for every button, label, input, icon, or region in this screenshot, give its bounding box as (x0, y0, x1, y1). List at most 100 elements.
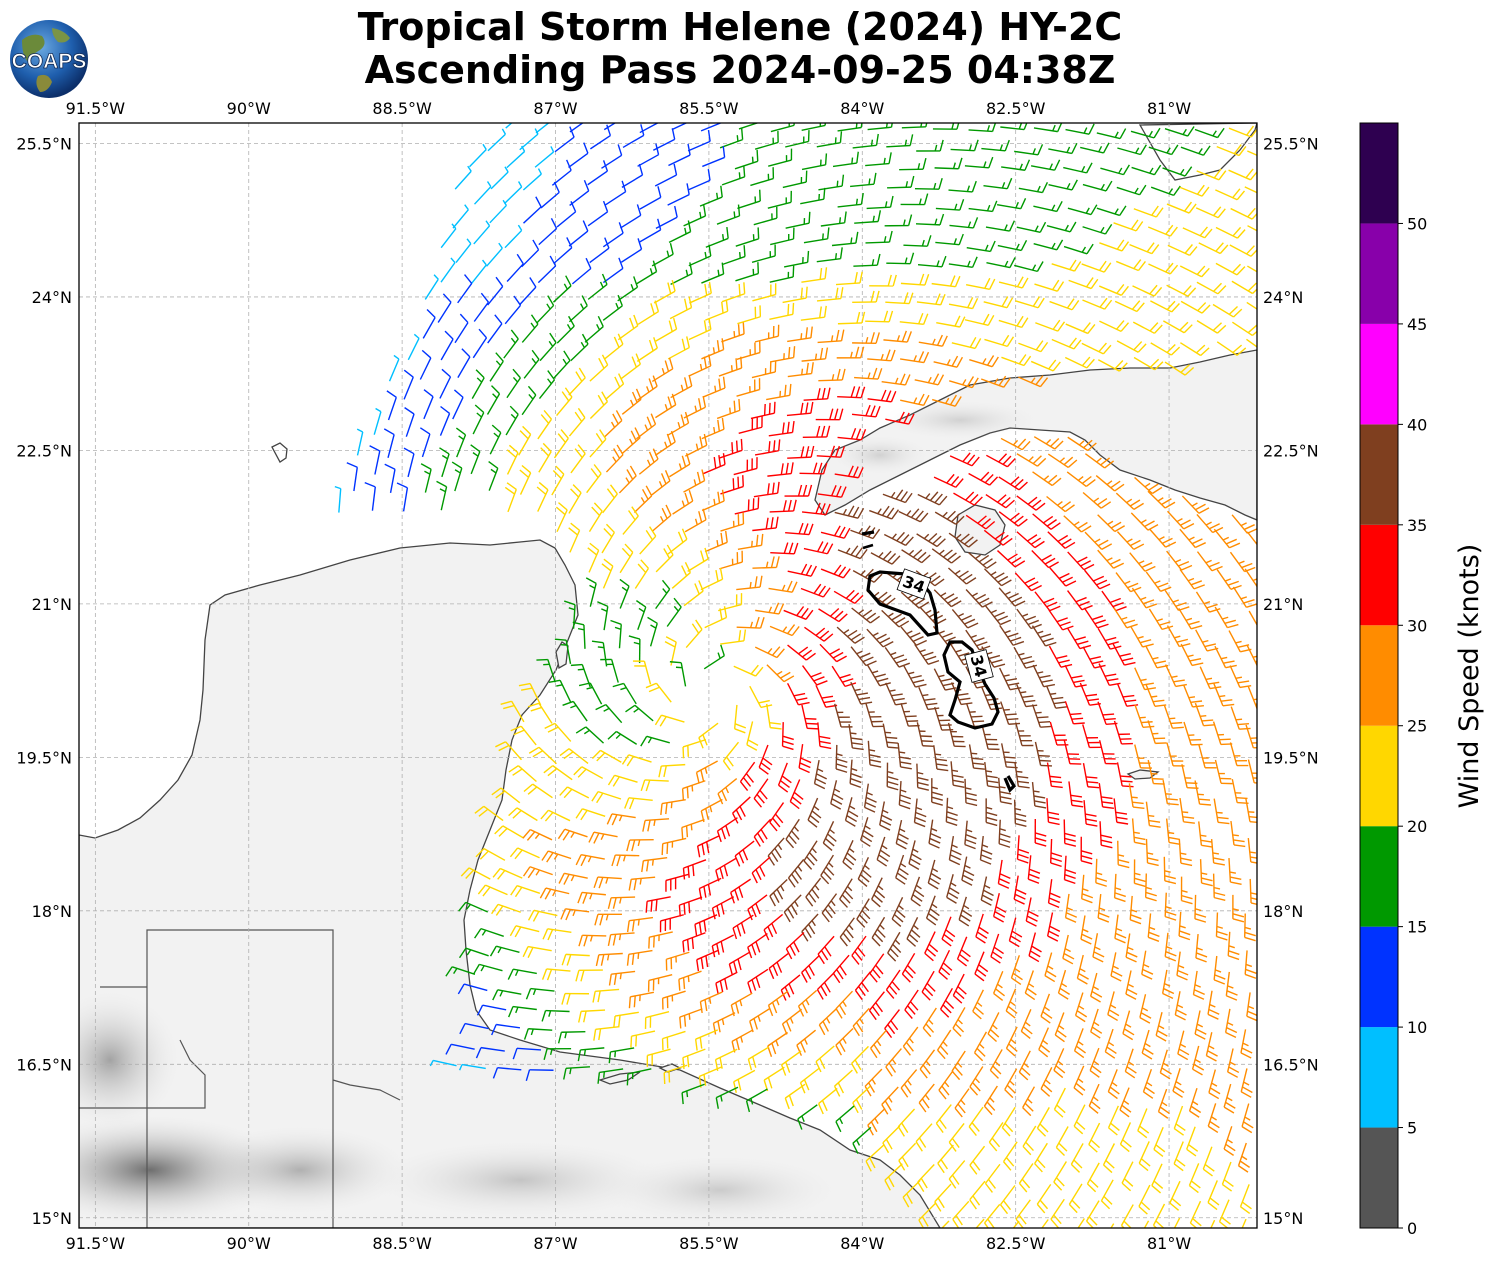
wind-barb (999, 624, 1025, 646)
barb-shaft (373, 411, 382, 435)
barb-feather (1046, 601, 1058, 608)
barb-shaft (1232, 586, 1247, 608)
barb-feather (770, 556, 775, 568)
barb-feather (773, 440, 776, 452)
wind-barb (1031, 625, 1057, 647)
barb-shaft (931, 548, 952, 564)
barb-feather (593, 464, 602, 474)
barb-half-feather (855, 198, 859, 205)
barb-half-feather (868, 749, 876, 752)
barb-feather (1083, 439, 1093, 449)
barb-feather (924, 698, 936, 701)
wind-barb (625, 704, 654, 722)
barb-feather (1016, 315, 1024, 327)
wind-barb (451, 461, 463, 492)
wind-barb (457, 274, 473, 304)
barb-feather (917, 312, 924, 325)
wind-barb (769, 302, 795, 321)
barb-feather (577, 768, 587, 778)
barb-feather (755, 666, 764, 677)
barb-feather (819, 306, 822, 318)
wind-barb (818, 174, 845, 191)
barb-feather (880, 389, 887, 401)
wind-barb (854, 210, 882, 224)
wind-barb (835, 271, 863, 286)
barb-feather (899, 804, 911, 810)
wind-barb (768, 421, 795, 437)
barb-feather (1247, 528, 1257, 534)
barb-half-feather (690, 824, 693, 831)
barb-half-feather (925, 609, 932, 614)
barb-feather (1085, 277, 1094, 288)
barb-shaft (1150, 186, 1174, 197)
barb-feather (1154, 660, 1167, 665)
barb-feather (874, 673, 886, 678)
barb-feather (877, 210, 882, 222)
wind-barb (783, 606, 814, 620)
barb-feather (1018, 354, 1027, 365)
barb-shaft (722, 741, 740, 762)
barb-shaft (1147, 759, 1155, 784)
barb-half-feather (854, 688, 861, 692)
wind-barb (536, 658, 556, 683)
barb-feather (475, 369, 485, 379)
barb-shaft (1014, 300, 1039, 309)
wind-barb (720, 512, 745, 532)
wind-barb (1048, 142, 1078, 155)
barb-feather (1060, 501, 1072, 509)
wind-barb (899, 312, 929, 326)
barb-feather (1212, 206, 1222, 217)
barb-shaft (614, 774, 638, 783)
wind-barb (720, 629, 747, 645)
barb-feather (703, 356, 707, 369)
barb-half-feather (955, 533, 962, 539)
wind-barb (867, 123, 893, 131)
wind-barb (837, 192, 864, 208)
barb-half-feather (1212, 852, 1220, 855)
wind-barb (787, 445, 815, 459)
wind-barb (886, 762, 899, 791)
barb-feather (792, 346, 796, 358)
barb-shaft (473, 301, 490, 322)
wind-barb (650, 470, 671, 497)
barb-feather (1217, 324, 1227, 334)
barb-shaft (699, 196, 723, 207)
barb-feather (1036, 457, 1047, 467)
wind-barb (527, 702, 553, 724)
barb-feather (1077, 521, 1088, 530)
barb-shaft (770, 238, 794, 246)
barb-feather (577, 407, 586, 419)
barb-feather (1057, 321, 1066, 332)
barb-feather (1104, 673, 1117, 677)
barb-shaft (770, 124, 795, 133)
wind-barb (885, 411, 915, 425)
barb-feather (648, 526, 657, 537)
barb-half-feather (834, 253, 838, 260)
wind-barb (369, 445, 381, 475)
barb-feather (547, 726, 559, 733)
barb-shaft (1214, 606, 1228, 628)
wind-barb (1046, 495, 1075, 513)
barb-feather (704, 283, 708, 296)
barb-half-feather (985, 770, 993, 773)
barb-shaft (1051, 338, 1075, 350)
barb-feather (1247, 282, 1257, 292)
wind-barb (1001, 159, 1031, 171)
barb-feather (687, 143, 691, 156)
barb-shaft (767, 472, 792, 477)
barb-shaft (618, 624, 622, 649)
wind-barb (933, 355, 964, 368)
barb-feather (962, 573, 973, 582)
barb-feather (959, 697, 971, 701)
barb-half-feather (721, 234, 725, 241)
barb-half-feather (1188, 536, 1195, 541)
barb-feather (720, 185, 723, 198)
barb-feather (733, 400, 736, 413)
barb-shaft (661, 714, 685, 723)
wind-barb (589, 237, 610, 264)
barb-feather (928, 532, 938, 542)
barb-feather (1008, 722, 1021, 725)
barb-shaft (1212, 873, 1215, 898)
barb-feather (1236, 347, 1247, 356)
wind-barb (423, 389, 434, 420)
